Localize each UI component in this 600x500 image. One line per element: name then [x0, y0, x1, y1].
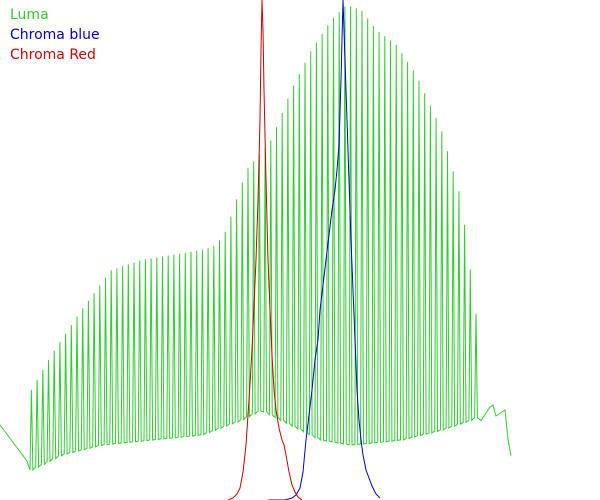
chroma-blue-series	[268, 0, 381, 500]
legend-entry-luma: Luma	[10, 7, 49, 23]
legend: Luma Chroma blue Chroma Red	[10, 5, 100, 65]
legend-entry-chroma-red: Chroma Red	[10, 47, 96, 63]
chroma-red-series	[227, 0, 303, 500]
luma-line	[0, 6, 512, 472]
legend-entry-chroma-blue: Chroma blue	[10, 27, 100, 43]
luma-series	[0, 6, 512, 472]
chroma-blue-line	[268, 0, 381, 500]
chroma-red-line	[227, 0, 303, 500]
